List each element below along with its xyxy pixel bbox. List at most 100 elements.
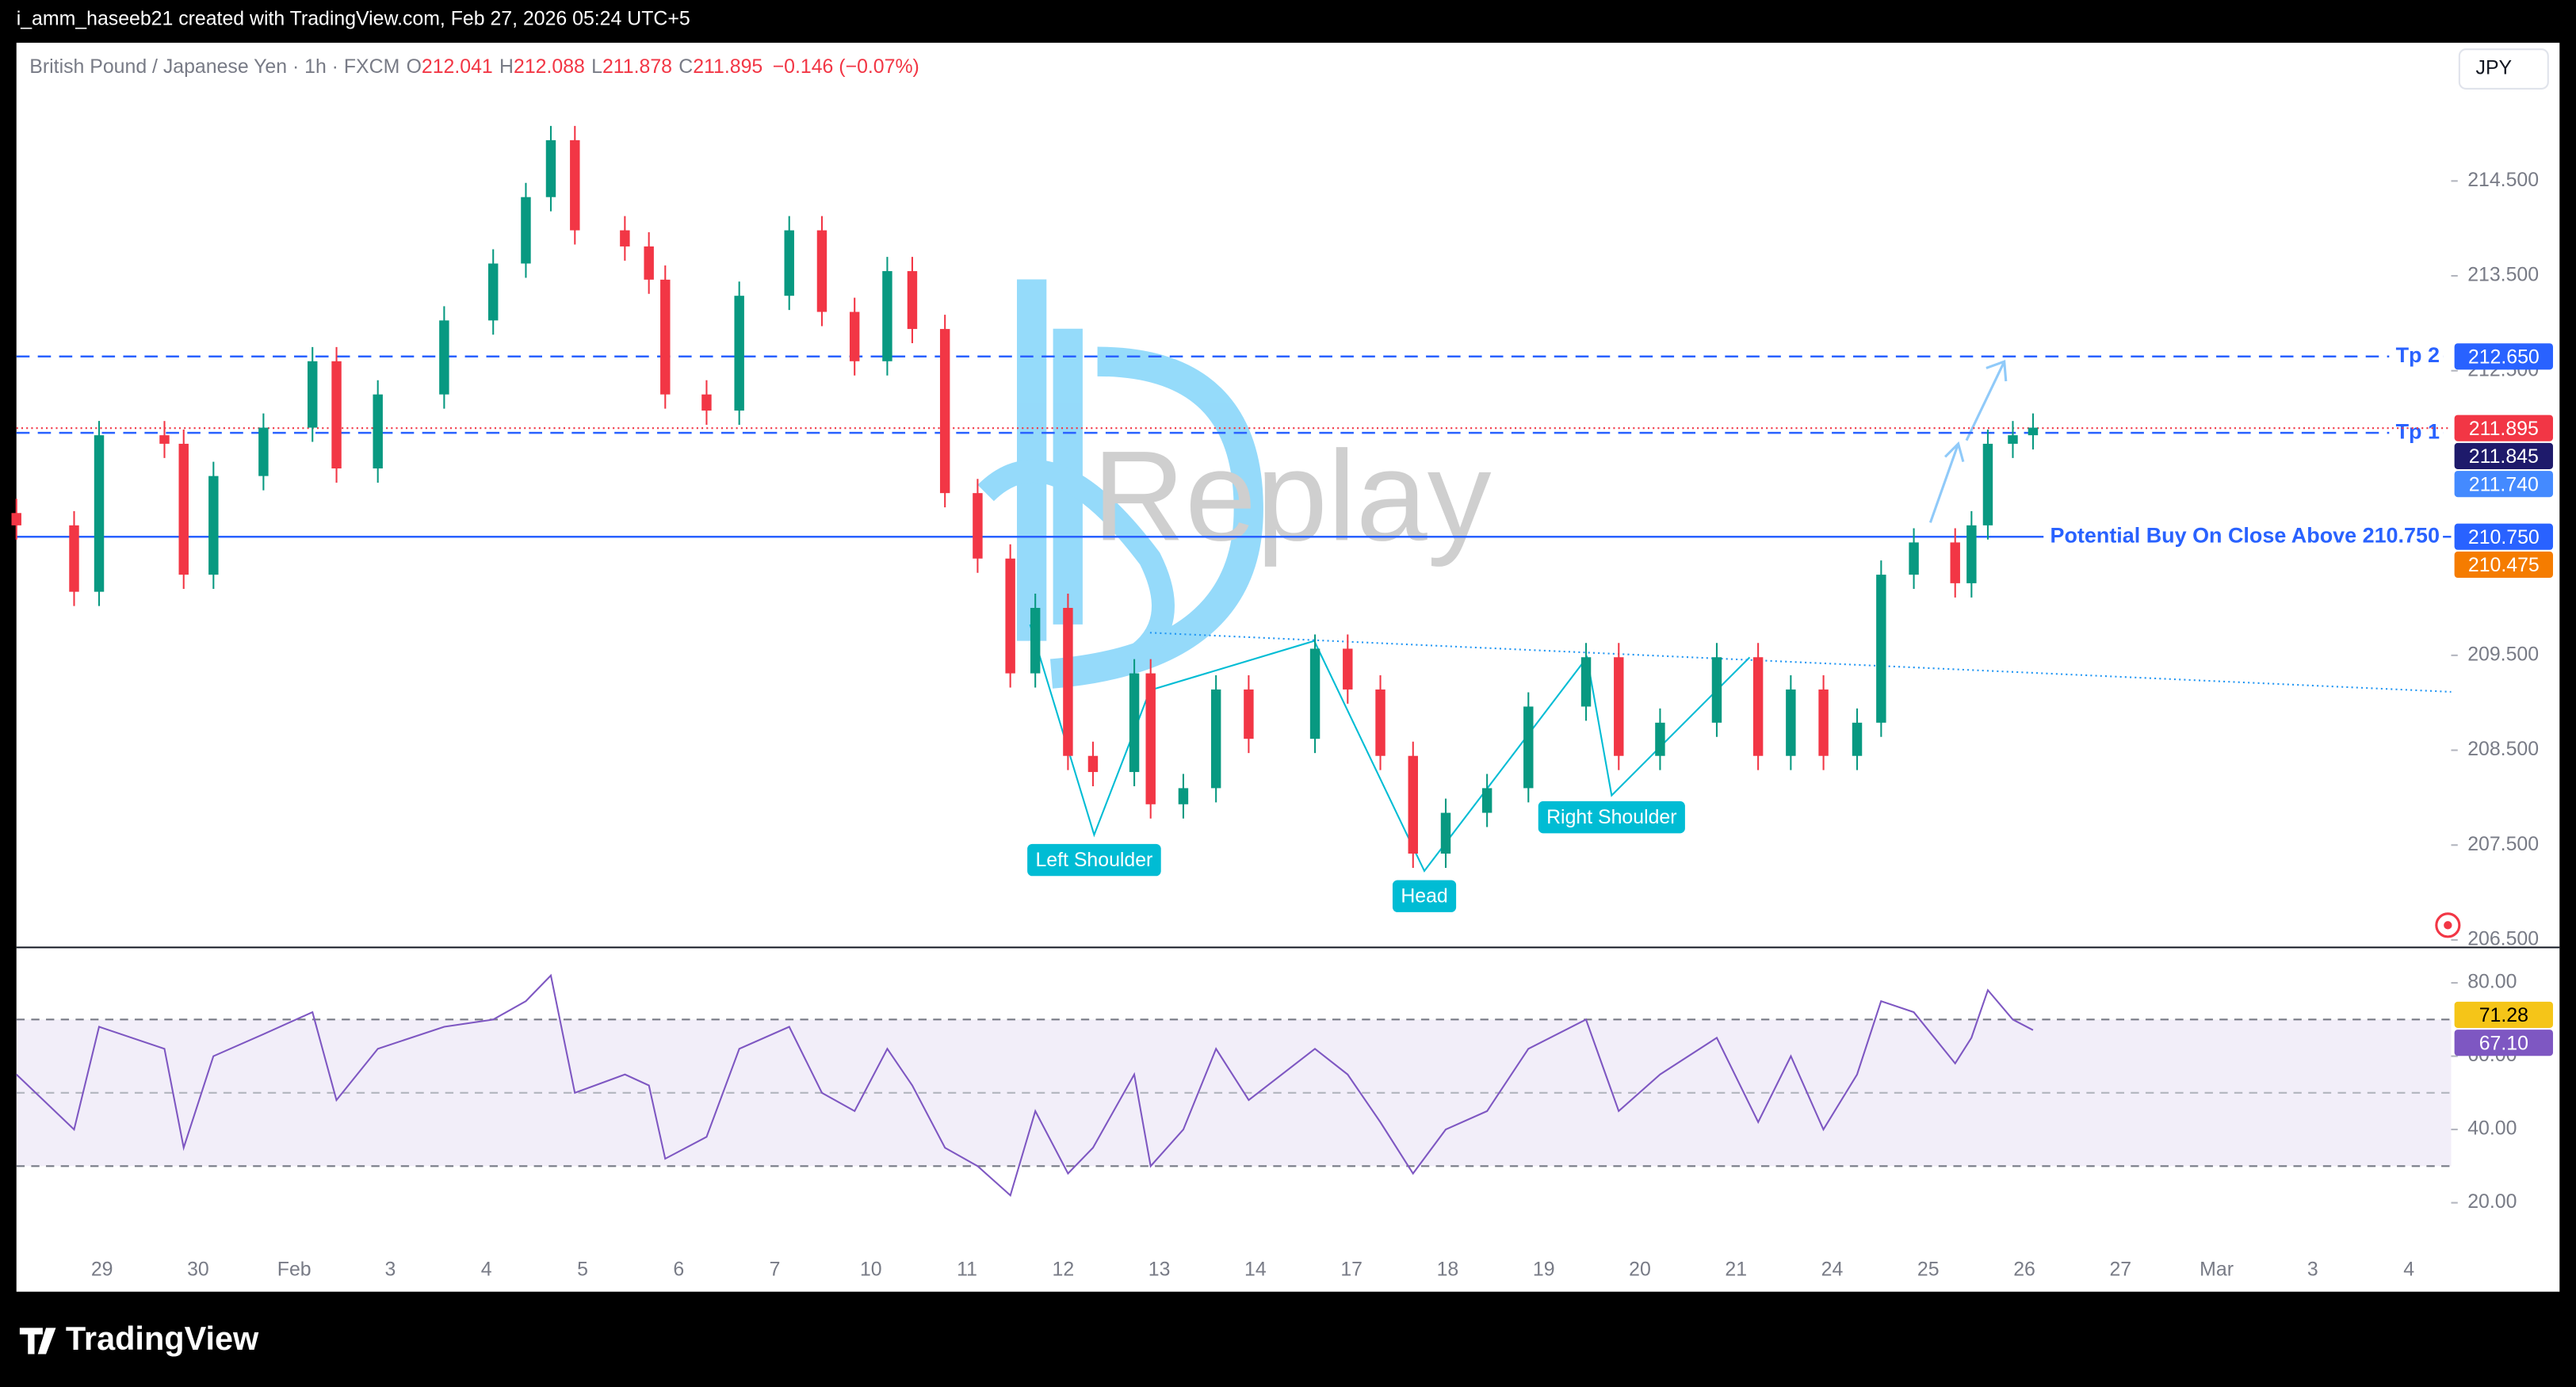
annotation-box bbox=[1027, 843, 1161, 877]
symbol-line: British Pound / Japanese Yen · 1h · FXCM… bbox=[29, 55, 919, 78]
candle-body bbox=[570, 139, 580, 231]
x-tick-label: 6 bbox=[673, 1258, 684, 1280]
candle-body bbox=[882, 271, 892, 361]
change: −0.146 (−0.07%) bbox=[773, 55, 919, 78]
candle-body bbox=[939, 329, 950, 494]
candle-body bbox=[1408, 755, 1418, 854]
price-tag-label: 71.28 bbox=[2479, 1004, 2528, 1026]
price-tag-label: 211.740 bbox=[2469, 473, 2539, 495]
level-label: Tp 1 bbox=[2396, 419, 2440, 443]
candle-body bbox=[1786, 689, 1796, 756]
candle-body bbox=[439, 320, 449, 395]
ohlc-value: 211.895 bbox=[693, 55, 762, 78]
candle-body bbox=[1523, 706, 1534, 789]
candle-body bbox=[1950, 542, 1960, 583]
candle-body bbox=[488, 263, 499, 321]
annotation-box bbox=[1392, 880, 1457, 912]
candle-body bbox=[1982, 443, 1993, 525]
candle-body bbox=[1966, 525, 1977, 583]
candle-body bbox=[1481, 788, 1492, 813]
annotation: Head bbox=[1401, 885, 1447, 907]
level-label-bg bbox=[2043, 523, 2444, 548]
price-tag-label: 210.475 bbox=[2468, 554, 2540, 576]
x-tick-label: 10 bbox=[860, 1258, 882, 1280]
candle-body bbox=[178, 443, 189, 575]
candle-body bbox=[11, 513, 21, 525]
x-tick-label: 30 bbox=[187, 1258, 209, 1280]
level-label-bg bbox=[2389, 342, 2444, 367]
x-tick-label: 27 bbox=[2109, 1258, 2131, 1280]
candle-body bbox=[1614, 657, 1624, 756]
x-tick-label: 3 bbox=[385, 1258, 396, 1280]
pattern-lines bbox=[1029, 624, 1751, 873]
y-tick-label: 40.00 bbox=[2467, 1118, 2517, 1140]
candle-body bbox=[734, 296, 744, 411]
y-tick-label: 206.500 bbox=[2467, 927, 2539, 950]
annotation-box bbox=[1538, 800, 1685, 834]
annotation: Left Shoulder bbox=[1035, 849, 1152, 871]
price-tag-label: 211.845 bbox=[2469, 445, 2539, 468]
level-label: Tp 2 bbox=[2396, 343, 2440, 367]
candle-body bbox=[1087, 755, 1099, 773]
candle-body bbox=[1063, 607, 1073, 756]
ohlc-key: O bbox=[407, 55, 422, 78]
currency-box[interactable] bbox=[2458, 48, 2549, 90]
arrow bbox=[1928, 441, 1965, 523]
candle-body bbox=[1711, 657, 1722, 723]
y-tick-label: 207.500 bbox=[2467, 833, 2539, 855]
candle-body bbox=[1440, 812, 1451, 854]
alert-icon-dot[interactable] bbox=[2444, 921, 2452, 930]
brand-logo bbox=[19, 1328, 56, 1355]
price-tag-label: 211.895 bbox=[2469, 418, 2539, 440]
candle-body bbox=[1752, 657, 1764, 756]
y-tick-label: 213.500 bbox=[2467, 264, 2539, 286]
candle-body bbox=[816, 230, 827, 312]
x-tick-label: 14 bbox=[1244, 1258, 1267, 1280]
candle-body bbox=[94, 435, 105, 592]
price-tag bbox=[2454, 1030, 2553, 1056]
rsi-line bbox=[16, 973, 2034, 1198]
candle-body bbox=[1909, 542, 1919, 575]
attribution: i_amm_haseeb21 created with TradingView.… bbox=[17, 7, 690, 29]
neckline bbox=[1149, 632, 2452, 693]
x-tick-label: Mar bbox=[2200, 1258, 2234, 1280]
x-tick-label: 26 bbox=[2013, 1258, 2035, 1280]
brand: TradingView bbox=[66, 1320, 259, 1357]
price-tag-label: 212.650 bbox=[2468, 346, 2540, 368]
candle-body bbox=[1580, 657, 1592, 707]
currency[interactable]: JPY bbox=[2476, 57, 2513, 79]
watermark-logo bbox=[977, 459, 1175, 667]
candle-body bbox=[1876, 575, 1886, 723]
x-tick-label: 11 bbox=[957, 1258, 977, 1280]
ohlc-key: H bbox=[499, 55, 514, 78]
candle-body bbox=[701, 394, 712, 411]
x-tick-label: 25 bbox=[1917, 1258, 1940, 1280]
candle-body bbox=[208, 476, 219, 575]
candle-body bbox=[521, 197, 531, 264]
candle-body bbox=[331, 361, 342, 469]
y-tick-label: 20.00 bbox=[2467, 1190, 2517, 1213]
x-tick-label: 5 bbox=[577, 1258, 588, 1280]
price-tag bbox=[2454, 523, 2553, 550]
arrow bbox=[1965, 360, 2008, 441]
candle-body bbox=[907, 271, 918, 330]
price-tag-label: 210.750 bbox=[2468, 526, 2540, 548]
ohlc-value: 212.088 bbox=[514, 55, 585, 78]
ohlc-value: 211.878 bbox=[602, 55, 672, 78]
alert-icon[interactable] bbox=[2435, 912, 2461, 938]
y-tick-label: 80.00 bbox=[2467, 971, 2517, 993]
candle-body bbox=[660, 279, 671, 395]
candle-body bbox=[1210, 689, 1221, 789]
candle-body bbox=[1244, 689, 1254, 739]
candle-body bbox=[1309, 648, 1320, 739]
price-tag-label: 67.10 bbox=[2479, 1032, 2528, 1054]
x-tick-label: 3 bbox=[2307, 1258, 2318, 1280]
candle-body bbox=[258, 427, 269, 476]
candle-body bbox=[1178, 788, 1189, 804]
x-tick-label: 19 bbox=[1533, 1258, 1555, 1280]
candle-body bbox=[1005, 558, 1015, 674]
candle-body bbox=[1852, 722, 1863, 756]
x-tick-label: 20 bbox=[1629, 1258, 1651, 1280]
y-tick-label: 208.500 bbox=[2467, 738, 2539, 760]
